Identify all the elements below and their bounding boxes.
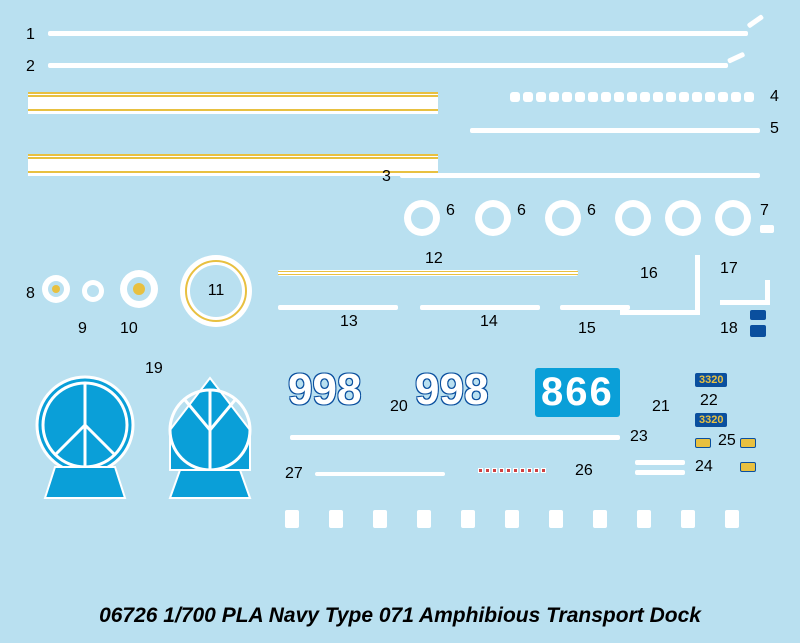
label-3: 3 <box>382 168 391 186</box>
label-14: 14 <box>480 313 498 331</box>
label-13: 13 <box>340 313 358 331</box>
decal-998a: 998 <box>288 365 361 415</box>
label-9: 9 <box>78 320 87 338</box>
decal-9 <box>82 280 104 302</box>
label-25: 25 <box>718 432 736 450</box>
label-6a: 6 <box>446 202 455 220</box>
label-17: 17 <box>720 260 738 278</box>
decal-band-2 <box>28 154 438 176</box>
label-20: 20 <box>390 398 408 416</box>
decal-10 <box>120 270 158 308</box>
decal-5 <box>470 128 760 133</box>
decal-3320b: 3320 <box>695 413 727 427</box>
decal-24a <box>635 460 685 465</box>
label-6b: 6 <box>517 202 526 220</box>
decal-1-tail <box>747 14 765 28</box>
decal-25c <box>740 462 756 472</box>
label-6c: 6 <box>587 202 596 220</box>
label-7: 7 <box>760 202 769 220</box>
decal-ring-6a <box>404 200 440 236</box>
decal-18a <box>750 310 766 320</box>
decal-17 <box>720 280 770 305</box>
decal-26-dots <box>478 468 546 473</box>
decal-3 <box>400 173 760 178</box>
decal-12 <box>278 270 578 276</box>
label-5: 5 <box>770 120 779 138</box>
label-15: 15 <box>578 320 596 338</box>
decal-4-dots <box>510 92 754 102</box>
decal-2 <box>48 63 728 68</box>
decal-7 <box>760 225 774 233</box>
label-8: 8 <box>26 285 35 303</box>
decal-2-tail <box>727 52 745 64</box>
decal-25b <box>740 438 756 448</box>
decal-19b <box>155 370 265 500</box>
decal-19a <box>30 370 140 500</box>
decal-24b <box>635 470 685 475</box>
label-12: 12 <box>425 250 443 268</box>
decal-13 <box>278 305 398 310</box>
label-4: 4 <box>770 88 779 106</box>
label-10: 10 <box>120 320 138 338</box>
label-22: 22 <box>700 392 718 410</box>
decal-8 <box>42 275 70 303</box>
decal-1 <box>48 31 748 36</box>
decal-18b <box>750 325 766 337</box>
title: 06726 1/700 PLA Navy Type 071 Amphibious… <box>0 604 800 628</box>
label-23: 23 <box>630 428 648 446</box>
label-26: 26 <box>575 462 593 480</box>
decal-3320a: 3320 <box>695 373 727 387</box>
decal-bottom-row <box>285 510 739 528</box>
decal-ring-6b <box>475 200 511 236</box>
decal-25a <box>695 438 711 448</box>
decal-998b: 998 <box>415 365 488 415</box>
decal-ring-6c <box>545 200 581 236</box>
decal-ring-6f <box>715 200 751 236</box>
decal-11: 11 <box>180 255 252 327</box>
decal-27 <box>315 472 445 476</box>
decal-ring-6d <box>615 200 651 236</box>
decal-16 <box>620 255 700 315</box>
label-1: 1 <box>26 26 35 44</box>
label-16: 16 <box>640 265 658 283</box>
decal-866: 866 <box>535 368 620 417</box>
decal-band-1 <box>28 92 438 114</box>
label-2: 2 <box>26 58 35 76</box>
decal-ring-6e <box>665 200 701 236</box>
decal-23 <box>290 435 620 440</box>
label-18: 18 <box>720 320 738 338</box>
label-27: 27 <box>285 465 303 483</box>
decal-14 <box>420 305 540 310</box>
label-21: 21 <box>652 398 670 416</box>
label-24: 24 <box>695 458 713 476</box>
